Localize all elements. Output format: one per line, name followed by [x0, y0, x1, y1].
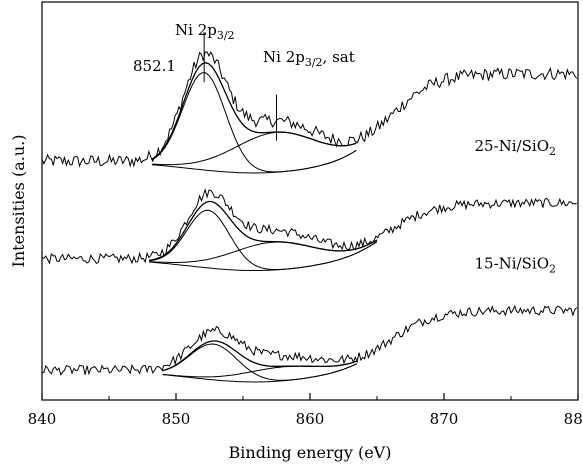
fit-component [151, 131, 357, 166]
chart-labels: 30-Ni/SiO2 25-Ni/SiO2 15-Ni/SiO2 852.1 Ni 2p… [133, 0, 556, 275]
series-label: 30-Ni/SiO2 [474, 0, 556, 3]
fit-component [151, 72, 357, 173]
fit-envelope [149, 200, 378, 261]
spectrum-line [41, 188, 577, 265]
main-peak-label: Ni 2p3/2 [175, 21, 235, 42]
peak-position-label: 852.1 [133, 57, 176, 75]
x-tick-label: 880 [564, 410, 583, 428]
x-tick-label: 870 [430, 410, 459, 428]
x-tick-label: 850 [162, 410, 191, 428]
fit-envelope [151, 62, 357, 160]
fit-envelope [162, 340, 358, 372]
y-axis-title: Intensities (a.u.) [9, 135, 28, 268]
fit-background [151, 149, 357, 174]
spectra [41, 50, 578, 383]
x-tick-label: 840 [28, 410, 57, 428]
series-label: 25-Ni/SiO2 [474, 137, 556, 158]
fit-component [162, 360, 358, 378]
series-label: 15-Ni/SiO2 [474, 254, 556, 275]
fit-component [149, 209, 378, 270]
x-axis-ticks: 840 850 860 870 880 [28, 393, 583, 428]
x-tick-label: 860 [296, 410, 325, 428]
spectrum-line [41, 304, 578, 377]
satellite-peak-label: Ni 2p3/2, sat [263, 48, 355, 69]
fit-component [162, 343, 358, 381]
spectrum-line [41, 50, 578, 168]
x-axis-title: Binding energy (eV) [229, 443, 392, 462]
